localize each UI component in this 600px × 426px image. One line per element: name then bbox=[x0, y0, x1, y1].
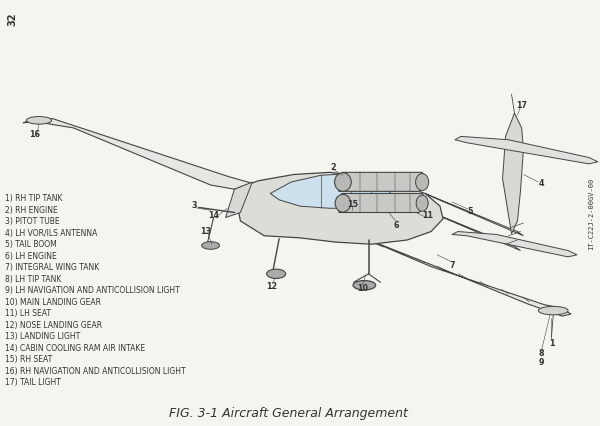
Text: 2: 2 bbox=[330, 163, 335, 172]
Text: 4: 4 bbox=[539, 178, 544, 187]
Text: 8: 8 bbox=[539, 348, 544, 357]
Text: 1: 1 bbox=[548, 338, 554, 348]
Ellipse shape bbox=[353, 281, 376, 290]
Polygon shape bbox=[503, 114, 523, 234]
Text: 14) CABIN COOLING RAM AIR INTAKE: 14) CABIN COOLING RAM AIR INTAKE bbox=[5, 343, 145, 352]
Ellipse shape bbox=[416, 174, 428, 191]
Ellipse shape bbox=[26, 117, 52, 125]
Polygon shape bbox=[226, 183, 253, 218]
Polygon shape bbox=[425, 194, 523, 236]
Ellipse shape bbox=[416, 196, 428, 212]
Text: 14: 14 bbox=[208, 210, 219, 219]
Text: 9: 9 bbox=[539, 357, 544, 366]
Ellipse shape bbox=[266, 270, 286, 279]
Text: 17: 17 bbox=[516, 101, 527, 110]
Text: 15) RH SEAT: 15) RH SEAT bbox=[5, 354, 52, 363]
Text: FIG. 3-1 Aircraft General Arrangement: FIG. 3-1 Aircraft General Arrangement bbox=[169, 406, 407, 419]
Polygon shape bbox=[339, 173, 428, 192]
Text: 5) TAIL BOOM: 5) TAIL BOOM bbox=[5, 240, 57, 249]
Text: 13: 13 bbox=[200, 226, 211, 235]
Text: 32: 32 bbox=[8, 13, 18, 26]
Text: 7) INTEGRAL WING TANK: 7) INTEGRAL WING TANK bbox=[5, 262, 100, 271]
Text: 13) LANDING LIGHT: 13) LANDING LIGHT bbox=[5, 331, 80, 340]
Text: 17) TAIL LIGHT: 17) TAIL LIGHT bbox=[5, 377, 61, 386]
Text: 1T-C22J-2-00GV-00: 1T-C22J-2-00GV-00 bbox=[588, 177, 594, 249]
Polygon shape bbox=[23, 119, 270, 198]
Text: 11: 11 bbox=[422, 210, 434, 219]
Text: 4) LH VOR/ILS ANTENNA: 4) LH VOR/ILS ANTENNA bbox=[5, 228, 97, 237]
Text: 15: 15 bbox=[347, 199, 358, 208]
Text: 2) RH ENGINE: 2) RH ENGINE bbox=[5, 205, 58, 214]
Polygon shape bbox=[455, 137, 598, 164]
Text: 16) RH NAVIGATION AND ANTICOLLISION LIGHT: 16) RH NAVIGATION AND ANTICOLLISION LIGH… bbox=[5, 366, 185, 375]
Text: 11) LH SEAT: 11) LH SEAT bbox=[5, 308, 51, 317]
Text: 5: 5 bbox=[467, 207, 473, 216]
Ellipse shape bbox=[335, 195, 350, 213]
Text: 16: 16 bbox=[29, 129, 40, 138]
Text: 8) LH TIP TANK: 8) LH TIP TANK bbox=[5, 274, 61, 283]
Text: 12) NOSE LANDING GEAR: 12) NOSE LANDING GEAR bbox=[5, 320, 102, 329]
Text: 6) LH ENGINE: 6) LH ENGINE bbox=[5, 251, 57, 260]
Ellipse shape bbox=[335, 173, 351, 192]
Text: 12: 12 bbox=[266, 281, 277, 290]
Polygon shape bbox=[270, 174, 392, 209]
Polygon shape bbox=[324, 224, 571, 317]
Polygon shape bbox=[422, 209, 520, 251]
Text: 10) MAIN LANDING GEAR: 10) MAIN LANDING GEAR bbox=[5, 297, 101, 306]
Polygon shape bbox=[235, 173, 443, 245]
Text: 10: 10 bbox=[357, 284, 368, 293]
Ellipse shape bbox=[202, 242, 220, 250]
Text: 6: 6 bbox=[394, 220, 399, 229]
Text: 3) PITOT TUBE: 3) PITOT TUBE bbox=[5, 217, 59, 226]
Polygon shape bbox=[452, 232, 577, 257]
Text: 1) RH TIP TANK: 1) RH TIP TANK bbox=[5, 194, 62, 203]
Text: 3: 3 bbox=[191, 201, 197, 210]
Text: 9) LH NAVIGATION AND ANTICOLLISION LIGHT: 9) LH NAVIGATION AND ANTICOLLISION LIGHT bbox=[5, 285, 180, 294]
Polygon shape bbox=[339, 194, 428, 213]
Ellipse shape bbox=[538, 307, 568, 315]
Text: 7: 7 bbox=[449, 260, 455, 269]
